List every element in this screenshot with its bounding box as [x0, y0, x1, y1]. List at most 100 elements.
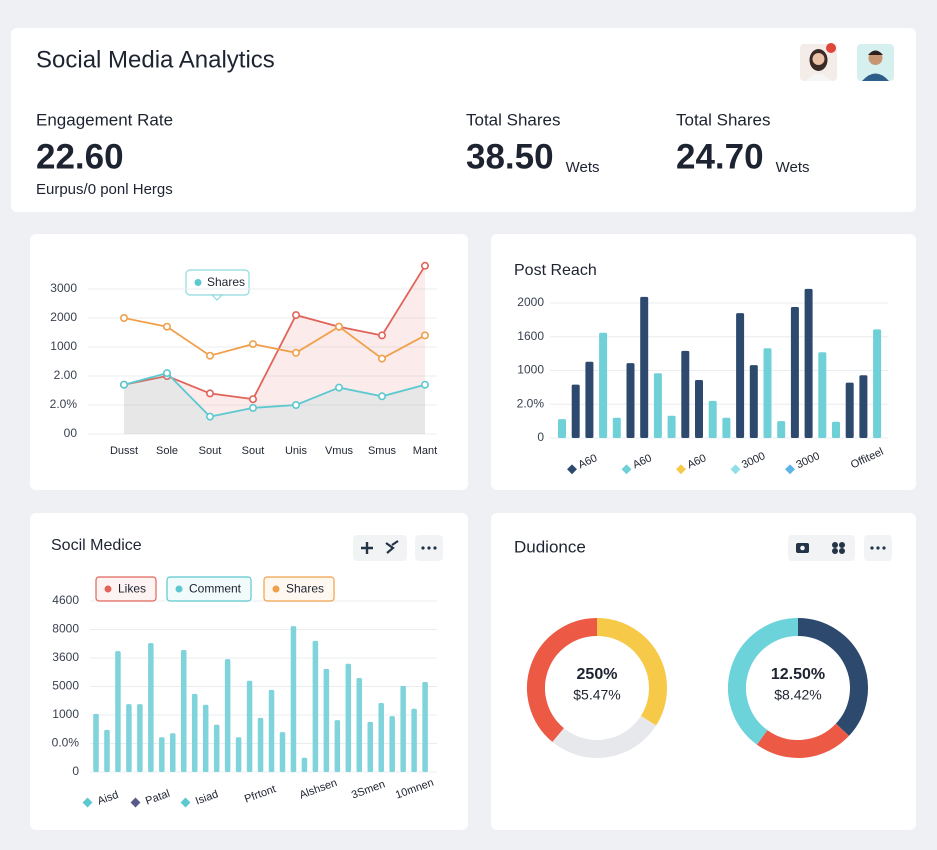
bar: [845, 382, 854, 438]
kpi-value: 22.60: [36, 137, 124, 176]
bar: [859, 375, 868, 438]
x-tick-label: Mant: [413, 445, 437, 457]
kpi-label: Total Shares: [466, 110, 561, 129]
bar: [93, 713, 99, 772]
y-tick-label: 3000: [50, 281, 77, 295]
line: [123, 265, 426, 401]
legend-label: Comment: [189, 582, 242, 596]
y-tick-label: 1000: [517, 363, 544, 377]
bar: [708, 400, 717, 438]
bar: [104, 729, 110, 772]
avatar[interactable]: [857, 44, 894, 81]
bar: [159, 737, 165, 772]
toolbar-button[interactable]: [788, 535, 855, 561]
y-tick-label: 2000: [517, 295, 544, 309]
y-tick-label: 2.00: [54, 368, 78, 382]
y-tick-label: 0: [72, 764, 79, 778]
menu-button[interactable]: [864, 535, 892, 561]
donut-sub: $8.42%: [774, 687, 821, 703]
bar: [170, 733, 176, 772]
y-tick-label: 0: [537, 430, 544, 444]
legend-marker: [272, 585, 280, 593]
bar: [126, 704, 132, 772]
x-tick-label: Dusst: [110, 445, 138, 457]
x-tick-label: Vmus: [325, 445, 354, 457]
toolbar-button[interactable]: [353, 535, 407, 561]
point: [377, 392, 386, 401]
bar: [640, 296, 649, 438]
kpi-value: 38.50: [466, 137, 554, 176]
menu-button[interactable]: [415, 535, 443, 561]
donut-center: 250%: [577, 666, 618, 683]
bar: [301, 757, 308, 772]
bar: [290, 626, 297, 772]
area: [124, 373, 425, 434]
y-tick-label: 1000: [52, 707, 79, 721]
legend-label: Likes: [118, 582, 146, 596]
bar: [345, 663, 352, 772]
bar: [181, 650, 187, 772]
legend-marker: [676, 464, 686, 475]
point: [163, 369, 172, 378]
point: [163, 322, 172, 331]
donut-segment: [756, 723, 850, 758]
point: [420, 261, 429, 270]
bar: [235, 737, 242, 772]
kpi-note: Eurpus/0 ponl Hergs: [36, 181, 173, 198]
y-tick-label: 2.0%: [517, 396, 545, 410]
x-tick-label: Sout: [242, 445, 265, 457]
point: [420, 331, 429, 340]
point: [377, 331, 386, 340]
bar: [213, 724, 220, 772]
point: [120, 313, 129, 322]
bar: [279, 732, 286, 772]
point: [206, 389, 215, 398]
donut-segment: [728, 618, 799, 745]
bar: [790, 307, 799, 438]
legend-chip: [166, 576, 252, 602]
legend-chip: [95, 576, 157, 602]
bar: [763, 348, 772, 438]
bar: [257, 717, 264, 772]
donut-sub: $5.47%: [573, 687, 620, 703]
page-title: Social Media Analytics: [36, 46, 275, 73]
kpi-label: Total Shares: [676, 110, 771, 129]
y-tick-label: 3600: [52, 650, 79, 664]
point: [377, 354, 386, 363]
bar: [832, 421, 840, 438]
point: [206, 412, 215, 421]
line: [123, 372, 426, 418]
point: [334, 322, 343, 331]
y-tick-label: 00: [64, 426, 78, 440]
bar: [323, 668, 330, 772]
point: [291, 348, 300, 357]
bar: [612, 417, 621, 438]
bar: [389, 716, 395, 772]
x-tick-label: Sole: [156, 445, 178, 457]
area: [124, 265, 425, 434]
point: [206, 351, 215, 360]
bar: [411, 708, 417, 772]
bar: [422, 681, 428, 772]
legend-marker: [104, 585, 112, 593]
bar: [736, 313, 745, 438]
bar: [818, 352, 827, 438]
bar: [191, 693, 198, 772]
kpi-unit: Wets: [566, 159, 600, 176]
x-label-marker: [130, 797, 141, 808]
bar: [148, 643, 154, 772]
bar: [873, 329, 882, 438]
x-label-marker: [180, 797, 191, 808]
bar: [599, 332, 608, 438]
bar: [268, 689, 275, 772]
bar: [722, 417, 731, 438]
avatar[interactable]: [800, 43, 837, 81]
bar: [571, 384, 580, 438]
point: [291, 311, 300, 320]
bar: [667, 415, 676, 438]
y-tick-label: 5000: [52, 679, 79, 693]
point: [334, 383, 343, 392]
bar: [653, 373, 662, 438]
